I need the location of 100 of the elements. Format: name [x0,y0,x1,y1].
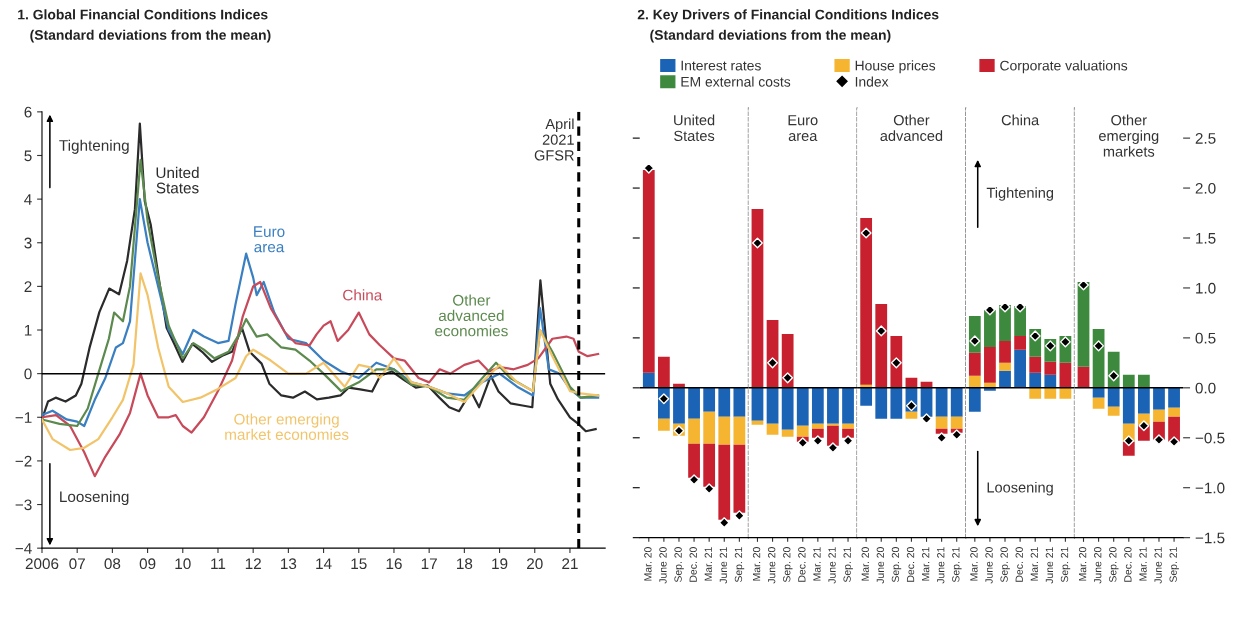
bar [950,416,963,429]
point [658,393,670,405]
x-tick-label: June 20 [767,547,776,584]
chart-subtitle: (Standard deviations from the mean) [30,29,271,43]
bar [842,423,854,429]
y-tick-label: −1 [15,412,32,423]
y-tick-label: 1.0 [1196,282,1216,294]
annotation: Tightening [986,187,1054,201]
bar [827,387,839,424]
point [1029,330,1041,342]
bar [657,356,670,388]
y-tick-label: 5 [24,150,32,162]
y-tick-label: −1.0 [1195,482,1225,494]
x-tick-label: Sep. 20 [1000,547,1010,583]
x-tick-label: Sep. 20 [891,547,902,583]
bar [1044,374,1057,388]
ref-line-label: April 2021 GFSR [534,118,574,161]
bar [703,443,716,487]
x-tick-label: Sep. 20 [783,547,793,583]
legend-label: Index [855,76,889,87]
y-tick-label: 4 [24,194,32,205]
bar [751,420,764,425]
bar [1107,406,1120,416]
y-tick-label: −1.5 [1195,532,1225,544]
point [1108,370,1120,382]
bar [1122,374,1135,388]
point [969,335,981,347]
bar [935,416,948,429]
bar [1092,397,1105,409]
x-tick-label: Dec. 20 [906,547,915,582]
bar [718,416,731,445]
x-tick-label: June 20 [1094,547,1102,584]
x-tick-label: 07 [69,558,85,570]
y-tick-label: 2.0 [1195,182,1216,194]
y-tick-label: 0 [24,368,32,380]
series-label: Euro area [254,226,285,253]
bar [1044,361,1057,375]
bar [811,423,824,429]
legend-label: Interest rates [681,60,761,71]
y-tick-label: 2.5 [1195,132,1216,144]
bar [781,429,794,437]
bar [860,387,873,406]
bar [935,387,948,417]
bar [703,387,716,412]
x-tick-label: Mar. 21 [1030,547,1038,581]
x-tick-label: Sep. 21 [952,547,962,583]
bar [811,428,824,438]
x-tick-label: Mar. 21 [921,547,930,581]
bar [950,387,963,417]
point [1138,420,1150,432]
bar [1014,335,1026,350]
x-tick-label: Sep. 21 [1060,547,1071,583]
x-tick-label: June 20 [659,547,667,584]
y-tick-label: 1 [24,325,32,336]
bar [766,387,779,424]
annotation: Tightening [59,139,129,154]
chart-title: 1. Global Financial Conditions Indices [18,9,268,20]
y-tick-label: 3 [24,237,32,249]
point [1093,340,1105,352]
point [767,357,779,369]
x-tick-label: June 21 [1154,547,1162,584]
bar [1168,407,1180,417]
bar [642,170,655,373]
bar [718,387,731,417]
x-tick-label: Sep. 21 [734,547,745,583]
y-tick-label: 0.5 [1195,332,1216,344]
x-tick-label: Mar. 21 [1139,547,1147,581]
bar [1153,387,1165,410]
x-tick-label: Sep. 20 [1109,547,1119,583]
x-tick-label: 15 [351,558,367,570]
x-tick-label: Mar. 21 [704,547,712,581]
bar [796,387,809,426]
x-tick-label: 18 [457,558,473,570]
x-tick-label: June 21 [719,547,728,584]
y-tick-label: 6 [24,106,32,118]
chart-subtitle: (Standard deviations from the mean) [650,29,891,43]
x-tick-label: June 21 [937,547,945,584]
y-tick-label: −0.5 [1195,432,1225,444]
annotation: Loosening [987,481,1053,496]
bar [999,370,1011,388]
text: 2. Key Drivers of Financial Conditions Indices [637,9,939,23]
bar [1168,387,1180,408]
annotation: China [1001,114,1040,126]
series-label: Other advanced economies [435,294,508,337]
annotation: United States [674,114,715,142]
x-tick-label: 2006 [25,558,59,570]
bar [984,346,996,383]
bar [703,411,716,444]
bar [999,362,1011,371]
x-tick-label: Mar. 20 [861,547,869,581]
bar [1029,356,1042,373]
x-tick-label: Mar. 20 [644,547,652,581]
x-tick-label: 16 [386,558,402,570]
bar [1029,372,1042,388]
x-tick-label: June 21 [1045,547,1054,584]
x-tick-label: June 21 [828,547,836,584]
bar [811,387,824,424]
x-tick-label: Mar. 20 [1078,547,1087,581]
x-tick-label: 14 [316,558,332,569]
y-tick-label: 1.5 [1196,233,1216,244]
